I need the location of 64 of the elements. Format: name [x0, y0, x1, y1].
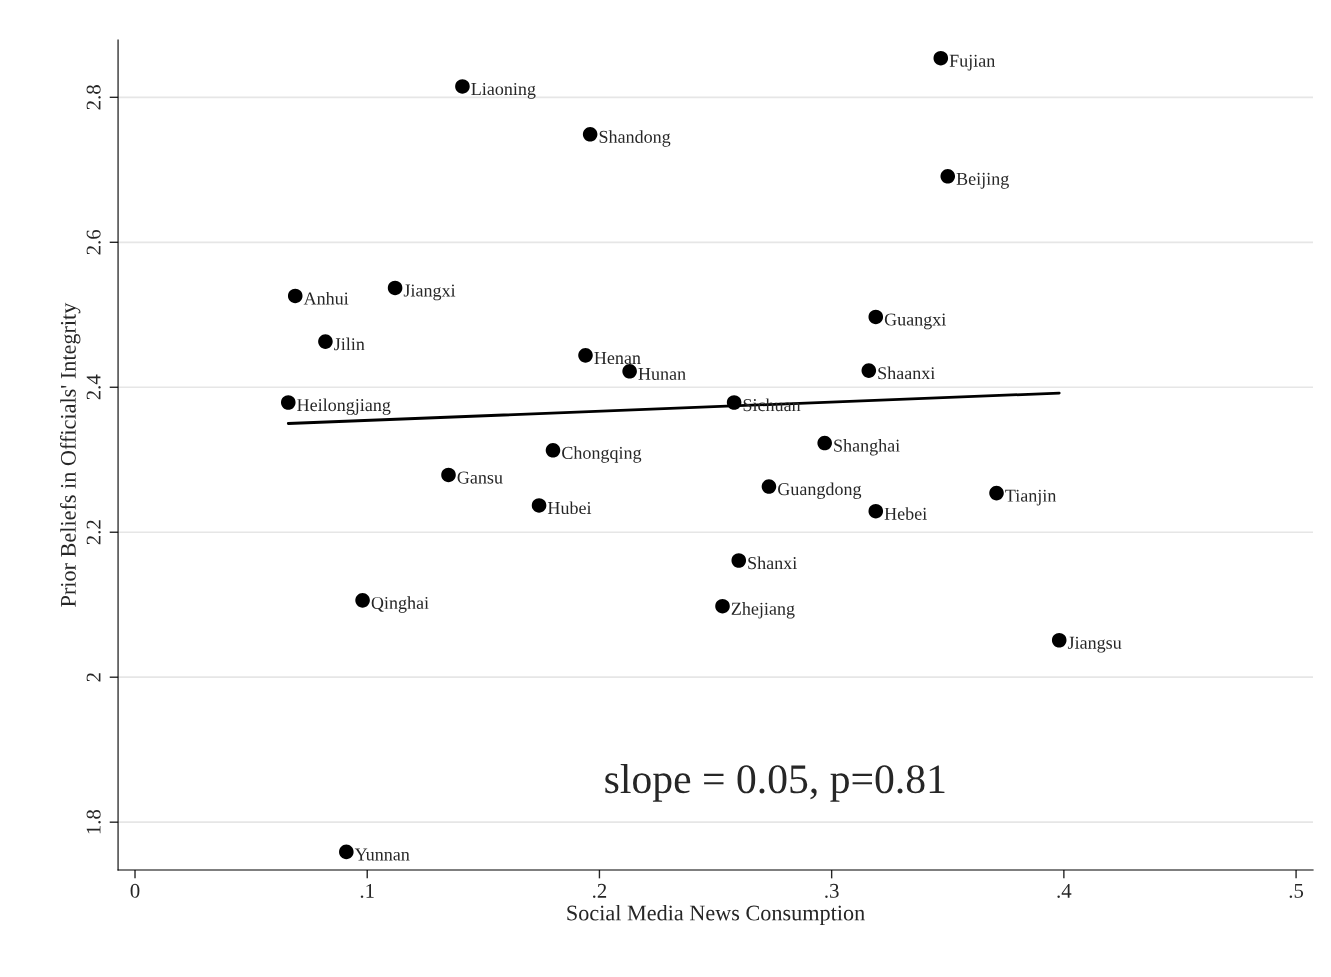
series-label: Tianjin — [1005, 489, 1057, 506]
series-label: Gansu — [457, 471, 503, 484]
point — [940, 169, 956, 184]
point — [861, 363, 877, 378]
series-label: Zhejiang — [731, 602, 795, 619]
y-tick-label: 2.6 — [86, 229, 101, 255]
point — [989, 485, 1004, 501]
point — [545, 443, 561, 458]
point — [726, 395, 742, 410]
series-label: Hunan — [638, 368, 686, 380]
point — [622, 364, 637, 379]
x-tick-label: 0 — [130, 883, 140, 898]
y-tick-label: 2.4 — [86, 374, 101, 400]
x-tick-label: .1 — [360, 883, 374, 898]
y-tick-label: 2 — [86, 673, 101, 682]
point — [318, 334, 333, 349]
series-label: Hebei — [884, 507, 927, 520]
series-label: Shaanxi — [878, 366, 935, 380]
series-label: Chongqing — [562, 446, 642, 463]
x-tick-label: .2 — [593, 883, 607, 898]
series-label: Liaoning — [471, 82, 536, 99]
x-tick-label: .3 — [825, 883, 839, 898]
point — [868, 503, 884, 519]
series-label: Yunnan — [354, 848, 410, 861]
point — [761, 479, 777, 494]
series-label: Heilongjiang — [297, 398, 391, 415]
point — [582, 127, 598, 142]
point — [731, 553, 747, 568]
series-label: Jiangsu — [1067, 636, 1122, 653]
x-tick-label: .5 — [1289, 884, 1304, 898]
series-label: Guangdong — [778, 482, 862, 499]
y-tick-label: 2.2 — [86, 520, 101, 545]
series-label: Anhui — [303, 291, 349, 305]
point — [455, 79, 470, 94]
point — [441, 467, 456, 483]
series-label: Jilin — [334, 337, 365, 351]
y-axis-title: Prior Beliefs in Officials' Integrity — [59, 302, 81, 607]
point — [578, 348, 593, 363]
series-label: Beijing — [956, 172, 1009, 189]
series-label: Fujian — [949, 54, 995, 71]
series-label: Shanxi — [748, 556, 797, 570]
x-tick-label: .4 — [1057, 883, 1072, 898]
series-label: Shandong — [599, 130, 671, 147]
point — [868, 309, 884, 325]
series-label: Hubei — [547, 501, 592, 515]
series-label: Shanghai — [834, 439, 900, 456]
series-label: Guangxi — [884, 313, 946, 330]
x-axis-title: Social Media News Consumption — [567, 904, 865, 926]
point — [355, 593, 370, 608]
y-tick-label: 1.8 — [86, 809, 101, 834]
point — [339, 844, 354, 860]
point — [933, 50, 949, 66]
point — [531, 498, 547, 513]
point — [287, 288, 303, 304]
y-tick-label: 2.8 — [86, 85, 101, 110]
point — [280, 395, 296, 410]
point — [817, 435, 832, 451]
series-label: Henan — [594, 352, 641, 365]
series-label: Jiangxi — [403, 284, 456, 301]
point — [715, 598, 730, 614]
point — [1051, 632, 1067, 648]
series-label: Qinghai — [371, 596, 429, 613]
point — [387, 280, 403, 296]
annotation: slope = 0.05, p=0.81 — [605, 763, 945, 802]
